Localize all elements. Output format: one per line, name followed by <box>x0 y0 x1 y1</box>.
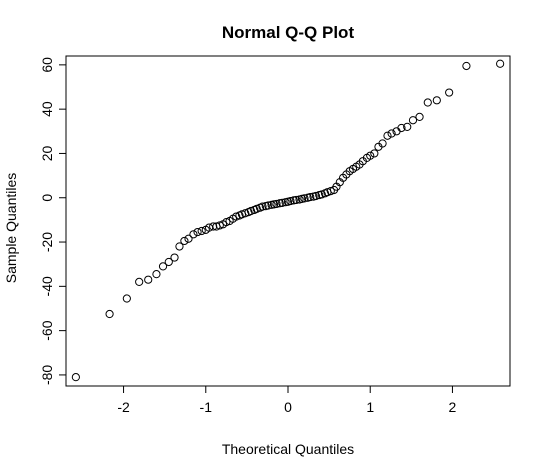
data-point <box>135 277 144 287</box>
data-point <box>193 227 202 237</box>
x-axis-label: Theoretical Quantiles <box>222 441 354 457</box>
y-tick-label: 0 <box>39 194 55 202</box>
data-point <box>144 275 153 284</box>
data-point <box>197 226 206 236</box>
y-tick-label: -80 <box>39 365 55 385</box>
data-point <box>496 59 505 68</box>
data-point <box>387 129 396 138</box>
data-point <box>252 204 261 213</box>
y-tick-label: -20 <box>39 232 55 252</box>
y-tick-label: 60 <box>39 57 55 73</box>
data-point <box>326 187 335 196</box>
data-point <box>152 270 161 279</box>
x-tick-label: -2 <box>117 399 130 415</box>
y-tick-label: 20 <box>39 145 55 161</box>
data-point <box>164 257 173 267</box>
data-point <box>306 192 315 202</box>
x-tick-label: 1 <box>366 399 374 415</box>
data-point <box>264 201 273 210</box>
y-tick-label: 40 <box>39 101 55 117</box>
x-tick-label: -1 <box>200 399 213 415</box>
data-point <box>383 131 392 140</box>
data-point <box>215 221 224 230</box>
data-point <box>175 242 184 251</box>
chart-title: Normal Q-Q Plot <box>222 23 355 42</box>
data-point <box>300 194 309 203</box>
data-point <box>189 230 198 239</box>
data-point <box>378 139 387 148</box>
x-tick-label: 2 <box>449 399 457 415</box>
data-point <box>366 151 375 160</box>
data-point <box>403 122 412 131</box>
y-tick-label: -40 <box>39 276 55 296</box>
data-point <box>170 253 179 262</box>
data-point <box>272 199 281 209</box>
y-tick-label: -60 <box>39 320 55 340</box>
y-axis: -80 -60 -40 -20 0 20 40 60 <box>39 57 67 385</box>
data-point <box>278 198 287 207</box>
data-point <box>432 96 441 105</box>
data-point <box>105 309 114 319</box>
data-point <box>158 262 168 271</box>
data-point <box>209 222 218 231</box>
data-point <box>184 234 193 243</box>
data-point <box>415 112 424 122</box>
data-point <box>71 373 80 382</box>
data-point <box>232 212 241 221</box>
x-tick-label: 0 <box>284 399 292 415</box>
data-point <box>180 236 189 246</box>
data-point <box>286 196 295 206</box>
data-point <box>246 206 256 216</box>
x-axis: -2 -1 0 1 2 <box>117 385 457 415</box>
data-point <box>423 98 432 107</box>
data-point <box>241 209 250 218</box>
data-point <box>445 88 454 97</box>
data-point <box>122 294 131 303</box>
data-point <box>311 191 321 201</box>
data-point <box>258 202 267 211</box>
data-point <box>292 195 301 205</box>
data-point <box>222 218 231 227</box>
data-point <box>317 190 326 199</box>
data-point <box>408 116 418 125</box>
data-point <box>370 149 379 158</box>
points-layer <box>71 59 505 382</box>
y-axis-label: Sample Quantiles <box>3 173 19 284</box>
plot-area-frame <box>65 55 511 387</box>
data-point <box>462 61 471 71</box>
data-point <box>397 123 406 133</box>
